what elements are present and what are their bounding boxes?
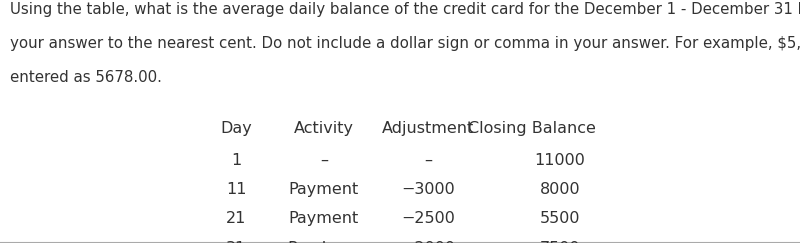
Text: 31: 31 — [226, 241, 246, 243]
Text: Activity: Activity — [294, 122, 354, 137]
Text: Closing Balance: Closing Balance — [468, 122, 596, 137]
Text: 11: 11 — [226, 182, 246, 197]
Text: 7500: 7500 — [540, 241, 580, 243]
Text: Payment: Payment — [289, 211, 359, 226]
Text: 8000: 8000 — [540, 182, 580, 197]
Text: +2000: +2000 — [401, 241, 455, 243]
Text: Purchase: Purchase — [287, 241, 361, 243]
Text: –: – — [424, 153, 432, 168]
Text: −2500: −2500 — [401, 211, 455, 226]
Text: Using the table, what is the average daily balance of the credit card for the De: Using the table, what is the average dai… — [10, 2, 800, 17]
Text: Payment: Payment — [289, 182, 359, 197]
Text: 1: 1 — [231, 153, 241, 168]
Text: 5500: 5500 — [540, 211, 580, 226]
Text: entered as 5678.00.: entered as 5678.00. — [10, 70, 162, 86]
Text: –: – — [320, 153, 328, 168]
Text: Adjustment: Adjustment — [382, 122, 474, 137]
Text: −3000: −3000 — [401, 182, 455, 197]
Text: 21: 21 — [226, 211, 246, 226]
Text: Day: Day — [220, 122, 252, 137]
Text: your answer to the nearest cent. Do not include a dollar sign or comma in your a: your answer to the nearest cent. Do not … — [10, 36, 800, 52]
Text: 11000: 11000 — [534, 153, 586, 168]
